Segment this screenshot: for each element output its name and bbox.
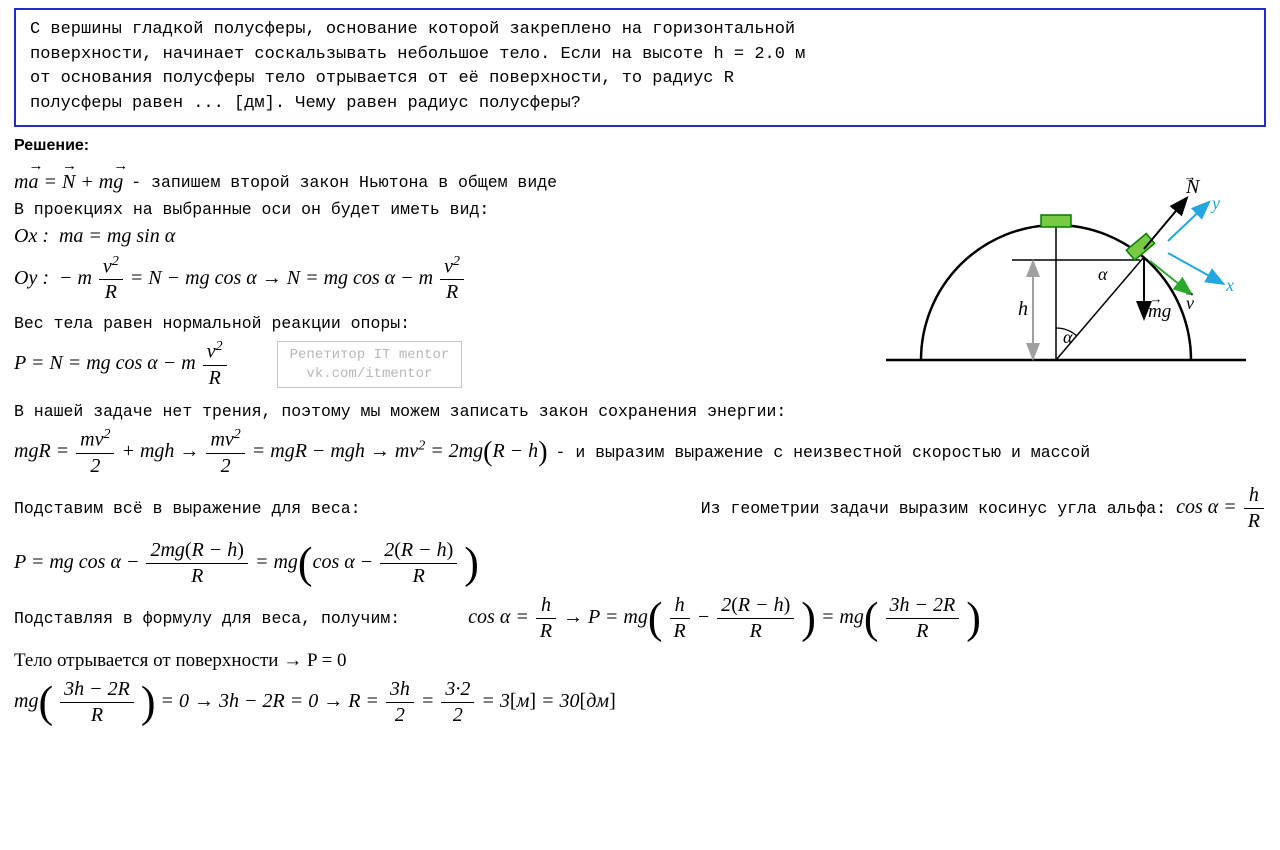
- svg-text:→: →: [1186, 170, 1194, 185]
- eq-p-sub: P = mg cos α − 2mg(R − h)R = mg(cos α − …: [14, 539, 479, 588]
- solution-left-column: ma = N + mg - запишем второй закон Ньюто…: [14, 165, 886, 396]
- eq-ox: Ox : ma = mg sin α: [14, 225, 175, 248]
- text-line: Тело отрывается от поверхности → P = 0: [14, 649, 347, 672]
- solution-heading: Решение:: [14, 137, 1266, 155]
- problem-line: полусферы равен ... [дм]. Чему равен рад…: [30, 92, 1250, 117]
- comment: - запишем второй закон Ньютона в общем в…: [131, 173, 557, 192]
- svg-text:→: →: [1186, 286, 1194, 300]
- text-line: В нашей задаче нет трения, поэтому мы мо…: [14, 402, 786, 421]
- watermark: Репетитор IT mentorvk.com/itmentor: [277, 341, 463, 387]
- svg-text:→: →: [1152, 292, 1160, 307]
- text-line: Вес тела равен нормальной реакции опоры:: [14, 314, 410, 333]
- eq-p-cos: cos α = hR → P = mg( hR − 2(R − h)R ) = …: [468, 594, 981, 643]
- physics-diagram: h α α N → mg → y x v: [886, 165, 1266, 386]
- eq-energy: mgR = mv22 + mgh → mv22 = mgR − mgh → mv…: [14, 427, 548, 478]
- svg-text:y: y: [1210, 193, 1220, 213]
- diagram-svg: h α α N → mg → y x v: [886, 165, 1266, 380]
- eq-newton-vector: ma = N + mg: [14, 171, 123, 194]
- eq-oy: Oy : − m v2R = N − mg cos α → N = mg cos…: [14, 254, 466, 305]
- text-line: В проекциях на выбранные оси он будет им…: [14, 200, 489, 219]
- svg-text:α: α: [1063, 327, 1073, 347]
- svg-text:h: h: [1018, 298, 1028, 320]
- eq-cos-alpha: cos α = hR: [1176, 484, 1266, 533]
- eq-weight: P = N = mg cos α − m v2R: [14, 339, 229, 390]
- svg-text:x: x: [1225, 275, 1234, 295]
- problem-statement-box: С вершины гладкой полусферы, основание к…: [14, 8, 1266, 127]
- svg-text:α: α: [1098, 264, 1108, 284]
- problem-line: от основания полусферы тело отрывается о…: [30, 67, 1250, 92]
- problem-line: С вершины гладкой полусферы, основание к…: [30, 18, 1250, 43]
- text-line: Подставим всё в выражение для веса:: [14, 499, 361, 518]
- problem-line: поверхности, начинает соскальзывать небо…: [30, 43, 1250, 68]
- text-line: Подставляя в формулу для веса, получим:: [14, 609, 400, 628]
- comment: - и выразим выражение с неизвестной скор…: [556, 443, 1091, 462]
- eq-final: mg( 3h − 2RR ) = 0 → 3h − 2R = 0 → R = 3…: [14, 678, 616, 727]
- text-line: Из геометрии задачи выразим косинус угла…: [701, 499, 1166, 518]
